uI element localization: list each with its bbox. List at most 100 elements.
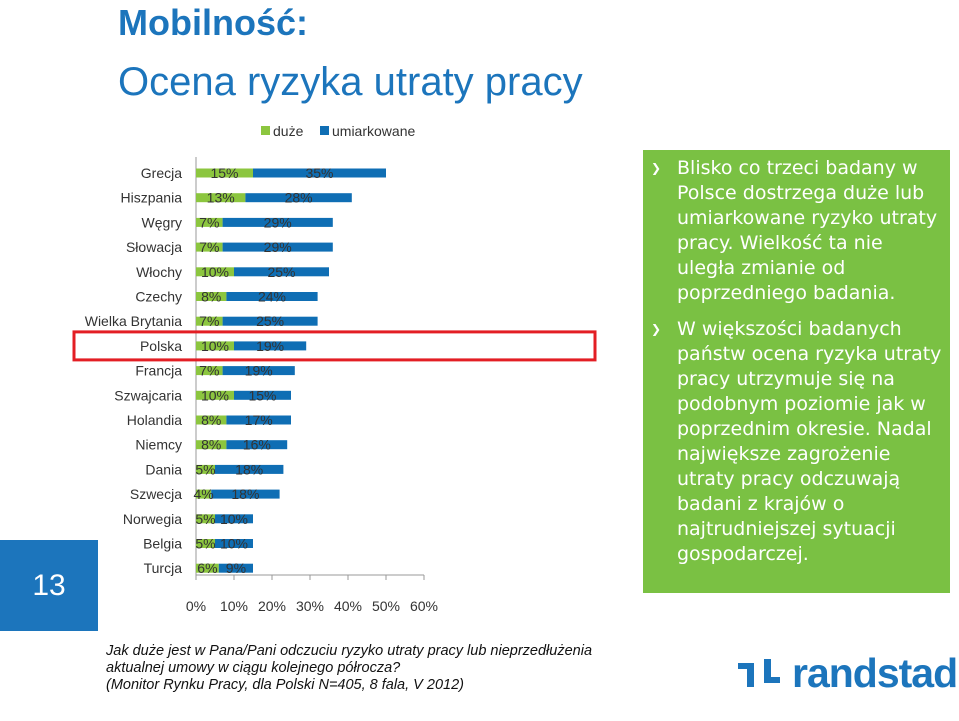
legend-label-duze: duże xyxy=(273,123,304,139)
bar-duze xyxy=(196,464,215,474)
randstad-logo-icon xyxy=(738,659,780,687)
bar-duze xyxy=(196,267,234,277)
category-label: Holandia xyxy=(127,412,182,428)
info-bullet-item: ❯ W większości badanych państw ocena ryz… xyxy=(651,317,942,567)
data-label-umiarkowane: 15% xyxy=(248,387,276,403)
bar-umiarkowane xyxy=(222,217,333,227)
bar-umiarkowane xyxy=(222,242,333,252)
data-label-duze: 10% xyxy=(201,264,229,280)
bar-duze xyxy=(196,193,246,203)
bar-duze xyxy=(196,489,212,499)
x-tick-label: 50% xyxy=(372,598,400,614)
bar-duze xyxy=(196,390,234,400)
data-label-umiarkowane: 28% xyxy=(285,190,313,206)
data-label-umiarkowane: 25% xyxy=(256,313,284,329)
data-label-duze: 7% xyxy=(199,214,219,230)
data-label-duze: 5% xyxy=(195,461,215,477)
data-label-umiarkowane: 18% xyxy=(235,461,263,477)
bar-umiarkowane xyxy=(226,440,288,450)
bar-umiarkowane xyxy=(253,168,386,178)
category-label: Hiszpania xyxy=(121,190,183,206)
data-label-duze: 5% xyxy=(195,536,215,552)
x-tick-label: 30% xyxy=(296,598,324,614)
category-label: Szwajcaria xyxy=(114,387,182,403)
info-box: ❯ Blisko co trzeci badany w Polsce dostr… xyxy=(643,150,950,593)
info-bullet-text: W większości badanych państw ocena ryzyk… xyxy=(677,318,942,565)
bar-umiarkowane xyxy=(245,193,352,203)
bar-umiarkowane xyxy=(215,464,284,474)
page-title: Mobilność: xyxy=(118,2,308,43)
bar-umiarkowane xyxy=(218,563,253,573)
data-label-umiarkowane: 10% xyxy=(220,511,248,527)
legend-swatch-umiarkowane xyxy=(320,126,329,135)
data-label-duze: 7% xyxy=(199,313,219,329)
data-label-duze: 8% xyxy=(201,289,221,305)
data-label-umiarkowane: 9% xyxy=(226,560,246,576)
bar-duze xyxy=(196,217,223,227)
bar-duze xyxy=(196,366,223,376)
data-label-umiarkowane: 19% xyxy=(245,363,273,379)
category-label: Włochy xyxy=(136,264,182,280)
stacked-bar-chart: duże umiarkowane 0% 10% 20% 30% 40% 50% 60% Grecj… xyxy=(72,123,597,614)
bar-umiarkowane xyxy=(222,316,318,326)
bar-umiarkowane xyxy=(215,514,253,524)
question-line: Jak duże jest w Pana/Pani odczuciu ryzyk… xyxy=(106,643,593,659)
data-label-umiarkowane: 24% xyxy=(258,289,286,305)
x-tick-label: 60% xyxy=(410,598,438,614)
data-label-duze: 10% xyxy=(201,387,229,403)
category-label: Belgia xyxy=(143,536,182,552)
randstad-logo: randstad xyxy=(736,649,958,696)
category-label: Norwegia xyxy=(123,511,182,527)
bar-duze xyxy=(196,563,219,573)
bar-umiarkowane xyxy=(211,489,280,499)
logo-text: randstad xyxy=(792,649,958,696)
x-tick-label: 10% xyxy=(220,598,248,614)
category-label: Francja xyxy=(135,363,182,379)
bar-duze xyxy=(196,514,215,524)
bar-duze xyxy=(196,168,253,178)
category-label: Polska xyxy=(140,338,182,354)
data-label-duze: 15% xyxy=(210,165,238,181)
info-bullet-text: Blisko co trzeci badany w Polsce dostrze… xyxy=(677,157,938,304)
bar-umiarkowane xyxy=(226,415,291,425)
bar-umiarkowane xyxy=(215,539,253,548)
data-label-duze: 8% xyxy=(201,412,221,428)
category-label: Wielka Brytania xyxy=(85,313,182,329)
data-label-duze: 7% xyxy=(199,239,219,255)
source-note: (Monitor Rynku Pracy, dla Polski N=405, … xyxy=(106,677,464,693)
data-label-umiarkowane: 25% xyxy=(267,264,295,280)
x-tick-label: 40% xyxy=(334,598,362,614)
data-label-duze: 8% xyxy=(201,437,221,453)
legend-label-umiarkowane: umiarkowane xyxy=(332,123,415,139)
data-label-umiarkowane: 29% xyxy=(264,214,292,230)
bullet-icon: ❯ xyxy=(651,161,662,175)
bar-duze xyxy=(196,242,223,252)
bar-umiarkowane xyxy=(222,366,295,376)
bar-duze xyxy=(196,539,215,548)
info-bullet-item: ❯ Blisko co trzeci badany w Polsce dostr… xyxy=(651,156,942,306)
bar-duze xyxy=(196,316,223,326)
bar-umiarkowane xyxy=(234,341,307,351)
category-label: Grecja xyxy=(141,165,182,181)
page-number: 13 xyxy=(32,568,66,602)
bar-umiarkowane xyxy=(234,390,291,400)
bar-duze xyxy=(196,415,227,425)
data-label-duze: 4% xyxy=(193,486,213,502)
legend-swatch-duze xyxy=(261,126,270,135)
page-subtitle: Ocena ryzyka utraty pracy xyxy=(118,60,583,104)
data-label-duze: 10% xyxy=(201,338,229,354)
survey-question: Jak duże jest w Pana/Pani odczuciu ryzyk… xyxy=(106,643,666,694)
footer: Jak duże jest w Pana/Pani odczuciu ryzyk… xyxy=(98,631,959,721)
x-tick-label: 20% xyxy=(258,598,286,614)
data-label-umiarkowane: 17% xyxy=(245,412,273,428)
data-label-duze: 13% xyxy=(207,190,235,206)
data-label-duze: 7% xyxy=(199,363,219,379)
category-label: Dania xyxy=(145,461,182,477)
data-label-duze: 6% xyxy=(197,560,217,576)
category-label: Czechy xyxy=(135,289,182,305)
category-label: Turcja xyxy=(144,560,183,576)
data-label-umiarkowane: 18% xyxy=(231,486,259,502)
bar-duze xyxy=(196,341,234,351)
data-label-umiarkowane: 29% xyxy=(264,239,292,255)
data-label-umiarkowane: 35% xyxy=(305,165,333,181)
